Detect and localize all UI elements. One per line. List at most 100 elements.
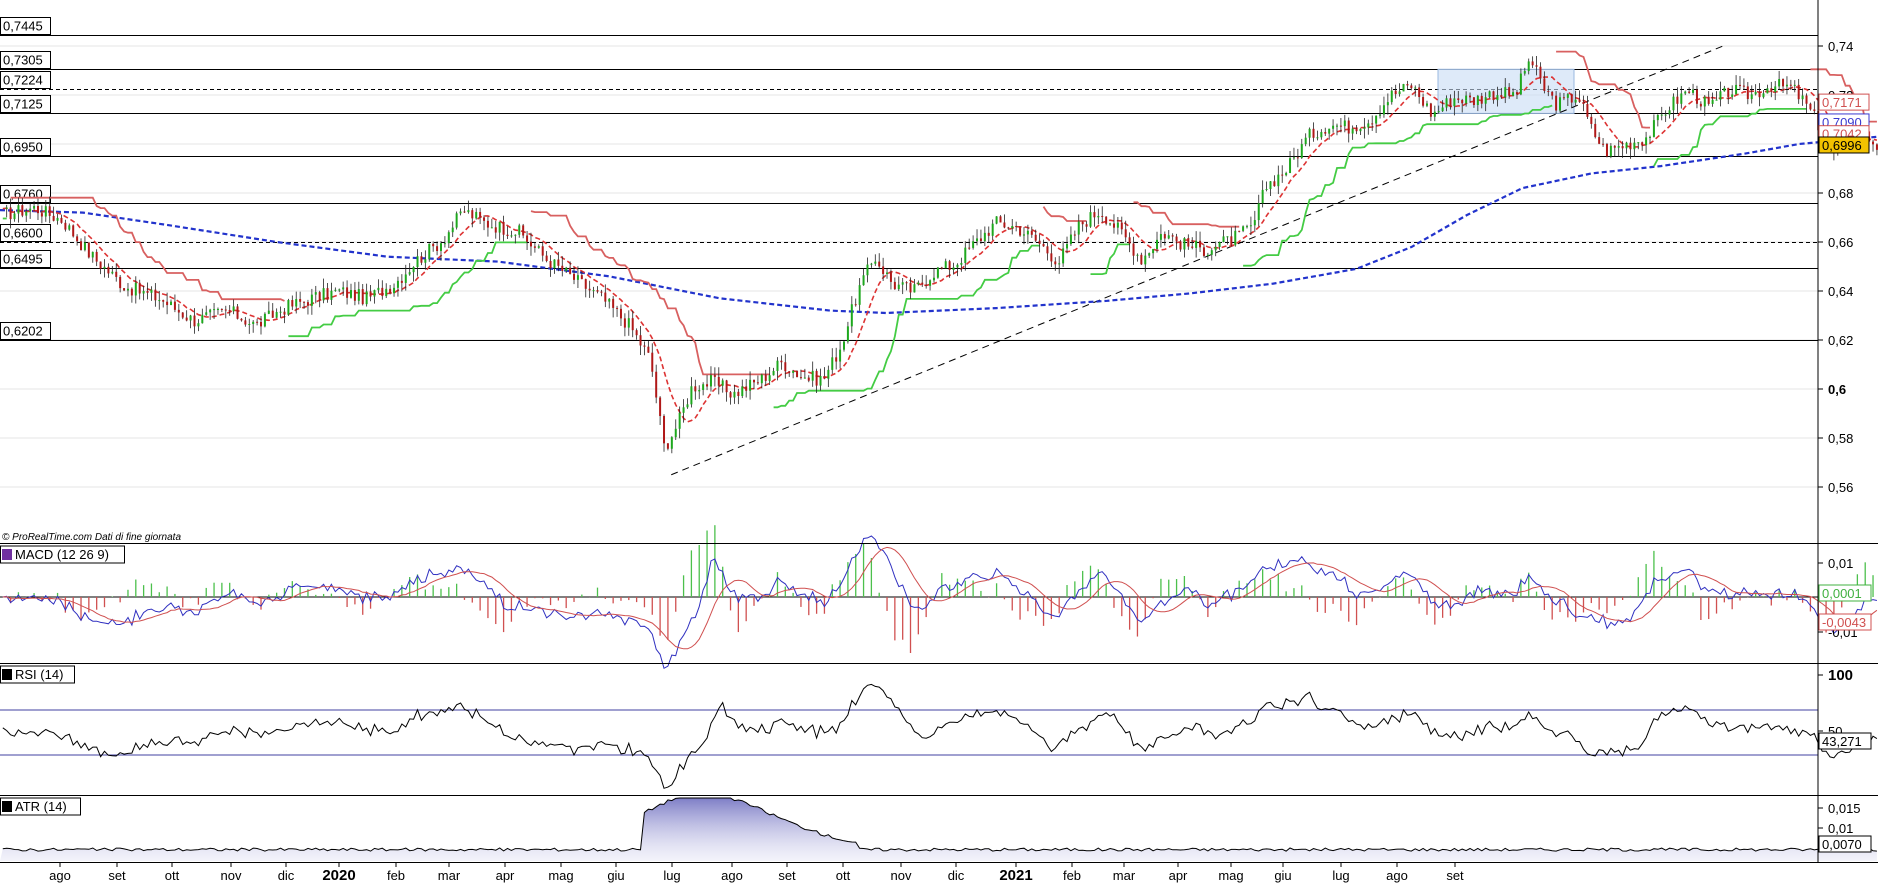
candle-body: [436, 246, 439, 251]
candle-body: [1633, 142, 1636, 150]
candle-body: [1112, 223, 1115, 228]
candle-body: [1469, 95, 1472, 98]
candle-body: [1805, 95, 1808, 104]
candle-body: [412, 267, 415, 273]
atr-value-badge-label: 0,0070: [1822, 837, 1862, 852]
candle-body: [1746, 86, 1749, 100]
candle-body: [459, 211, 462, 214]
candle-body: [1496, 95, 1499, 101]
candle-body: [1680, 93, 1683, 104]
level-label: 0,6760: [3, 187, 43, 202]
candle-body: [502, 221, 505, 235]
candle-body: [1527, 61, 1530, 72]
candle-body: [29, 208, 32, 212]
candle-body: [1555, 95, 1558, 111]
candle-body: [91, 251, 94, 258]
candle-body: [631, 318, 634, 331]
candle-body: [291, 300, 294, 307]
candle-body: [627, 318, 630, 328]
short-moving-average: [2, 76, 1878, 423]
candle-body: [713, 375, 716, 377]
candle-body: [1641, 142, 1644, 146]
candle-body: [1019, 226, 1022, 236]
candle-body: [1382, 105, 1385, 115]
candle-body: [1590, 116, 1593, 124]
candle-body: [1559, 97, 1562, 111]
x-tick-label: ott: [836, 868, 851, 883]
x-tick-label: ago: [721, 868, 743, 883]
candle-body: [396, 280, 399, 288]
candle-body: [365, 291, 368, 305]
candle-body: [1422, 97, 1425, 106]
candle-body: [154, 289, 157, 301]
candle-body: [659, 397, 662, 417]
candle-body: [349, 290, 352, 298]
candle-body: [655, 371, 658, 398]
rsi-value-badge-label: 43,271: [1822, 734, 1862, 749]
candle-body: [1484, 97, 1487, 104]
candle-body: [811, 370, 814, 381]
candle-body: [709, 375, 712, 387]
x-tick-label: lug: [663, 868, 680, 883]
candle-body: [404, 274, 407, 283]
x-tick-label: ago: [49, 868, 71, 883]
candle-body: [416, 256, 419, 268]
candle-body: [342, 287, 345, 290]
candle-body: [553, 259, 556, 269]
x-tick-label: giu: [607, 868, 624, 883]
candle-body: [1707, 96, 1710, 104]
candle-body: [1500, 95, 1503, 98]
candle-body: [1093, 212, 1096, 218]
candle-body: [1066, 243, 1069, 249]
candle-body: [643, 345, 646, 347]
candle-body: [1574, 99, 1577, 103]
candle-body: [1054, 261, 1057, 265]
candle-body: [1296, 157, 1299, 159]
candle-body: [1210, 250, 1213, 255]
candle-body: [1535, 65, 1538, 67]
x-tick-label: nov: [891, 868, 912, 883]
candle-body: [310, 294, 313, 306]
candle-body: [764, 374, 767, 381]
candle-body: [686, 404, 689, 408]
candle-body: [670, 437, 673, 449]
candle-body: [146, 290, 149, 293]
resistance-stop-line: [530, 210, 770, 376]
candle-body: [741, 386, 744, 396]
candle-body: [565, 267, 568, 271]
candle-body: [185, 317, 188, 321]
x-tick-label: set: [1446, 868, 1464, 883]
candle-body: [506, 234, 509, 237]
candle-body: [1742, 85, 1745, 87]
candle-body: [917, 282, 920, 285]
candle-body: [514, 234, 517, 236]
candle-body: [162, 300, 165, 302]
candle-body: [792, 370, 795, 373]
candle-body: [271, 310, 274, 318]
candle-body: [1692, 89, 1695, 93]
candle-body: [1269, 181, 1272, 190]
candle-body: [1218, 242, 1221, 247]
candle-body: [103, 266, 106, 269]
candle-body: [451, 227, 454, 233]
rsi-line: [2, 683, 1878, 789]
candle-body: [322, 288, 325, 301]
candle-body: [306, 302, 309, 306]
candle-body: [197, 323, 200, 327]
candle-body: [1731, 94, 1734, 97]
candle-body: [467, 210, 470, 213]
candle-body: [518, 225, 521, 235]
x-tick-label: 2020: [322, 867, 355, 884]
candle-body: [1645, 137, 1648, 146]
candle-body: [408, 272, 411, 275]
candle-body: [334, 289, 337, 291]
candle-body: [897, 284, 900, 290]
candle-body: [1793, 84, 1796, 86]
candle-body: [1081, 221, 1084, 225]
candle-body: [463, 211, 466, 213]
candle-body: [737, 391, 740, 396]
price-tick-label: 0,62: [1828, 333, 1853, 348]
price-tick-label: 0,66: [1828, 235, 1853, 250]
candle-body: [866, 264, 869, 276]
macd-line: [2, 535, 1878, 670]
